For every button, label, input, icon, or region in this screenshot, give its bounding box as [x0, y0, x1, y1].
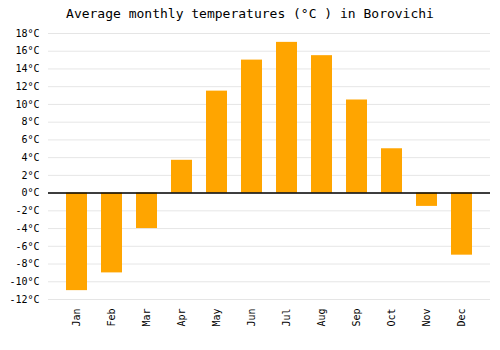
- svg-text:16°C: 16°C: [15, 45, 39, 56]
- svg-text:12°C: 12°C: [15, 81, 39, 92]
- svg-text:Nov: Nov: [421, 309, 432, 327]
- svg-text:2°C: 2°C: [21, 170, 39, 181]
- svg-text:6°C: 6°C: [21, 134, 39, 145]
- svg-text:18°C: 18°C: [15, 28, 39, 39]
- svg-text:-8°C: -8°C: [15, 258, 39, 269]
- svg-text:Aug: Aug: [316, 309, 327, 327]
- svg-text:Jan: Jan: [71, 309, 82, 327]
- svg-text:4°C: 4°C: [21, 152, 39, 163]
- svg-text:May: May: [211, 309, 222, 327]
- svg-text:10°C: 10°C: [15, 99, 39, 110]
- svg-text:Feb: Feb: [106, 309, 117, 327]
- svg-text:Jun: Jun: [246, 309, 257, 327]
- svg-text:-10°C: -10°C: [9, 276, 39, 287]
- svg-text:-2°C: -2°C: [15, 205, 39, 216]
- svg-text:Jul: Jul: [281, 309, 292, 327]
- svg-text:8°C: 8°C: [21, 116, 39, 127]
- svg-text:-4°C: -4°C: [15, 223, 39, 234]
- svg-text:Mar: Mar: [141, 309, 152, 327]
- svg-text:14°C: 14°C: [15, 63, 39, 74]
- svg-text:Apr: Apr: [176, 309, 187, 327]
- svg-text:0°C: 0°C: [21, 187, 39, 198]
- svg-text:-6°C: -6°C: [15, 241, 39, 252]
- svg-text:-12°C: -12°C: [9, 294, 39, 305]
- svg-text:Dec: Dec: [456, 309, 467, 327]
- html-text:Average monthly temperatures (: Average monthly temperatures (°C ) in Bo…: [66, 6, 434, 21]
- svg-text:Oct: Oct: [386, 309, 397, 327]
- svg-text:Sep: Sep: [351, 309, 362, 327]
